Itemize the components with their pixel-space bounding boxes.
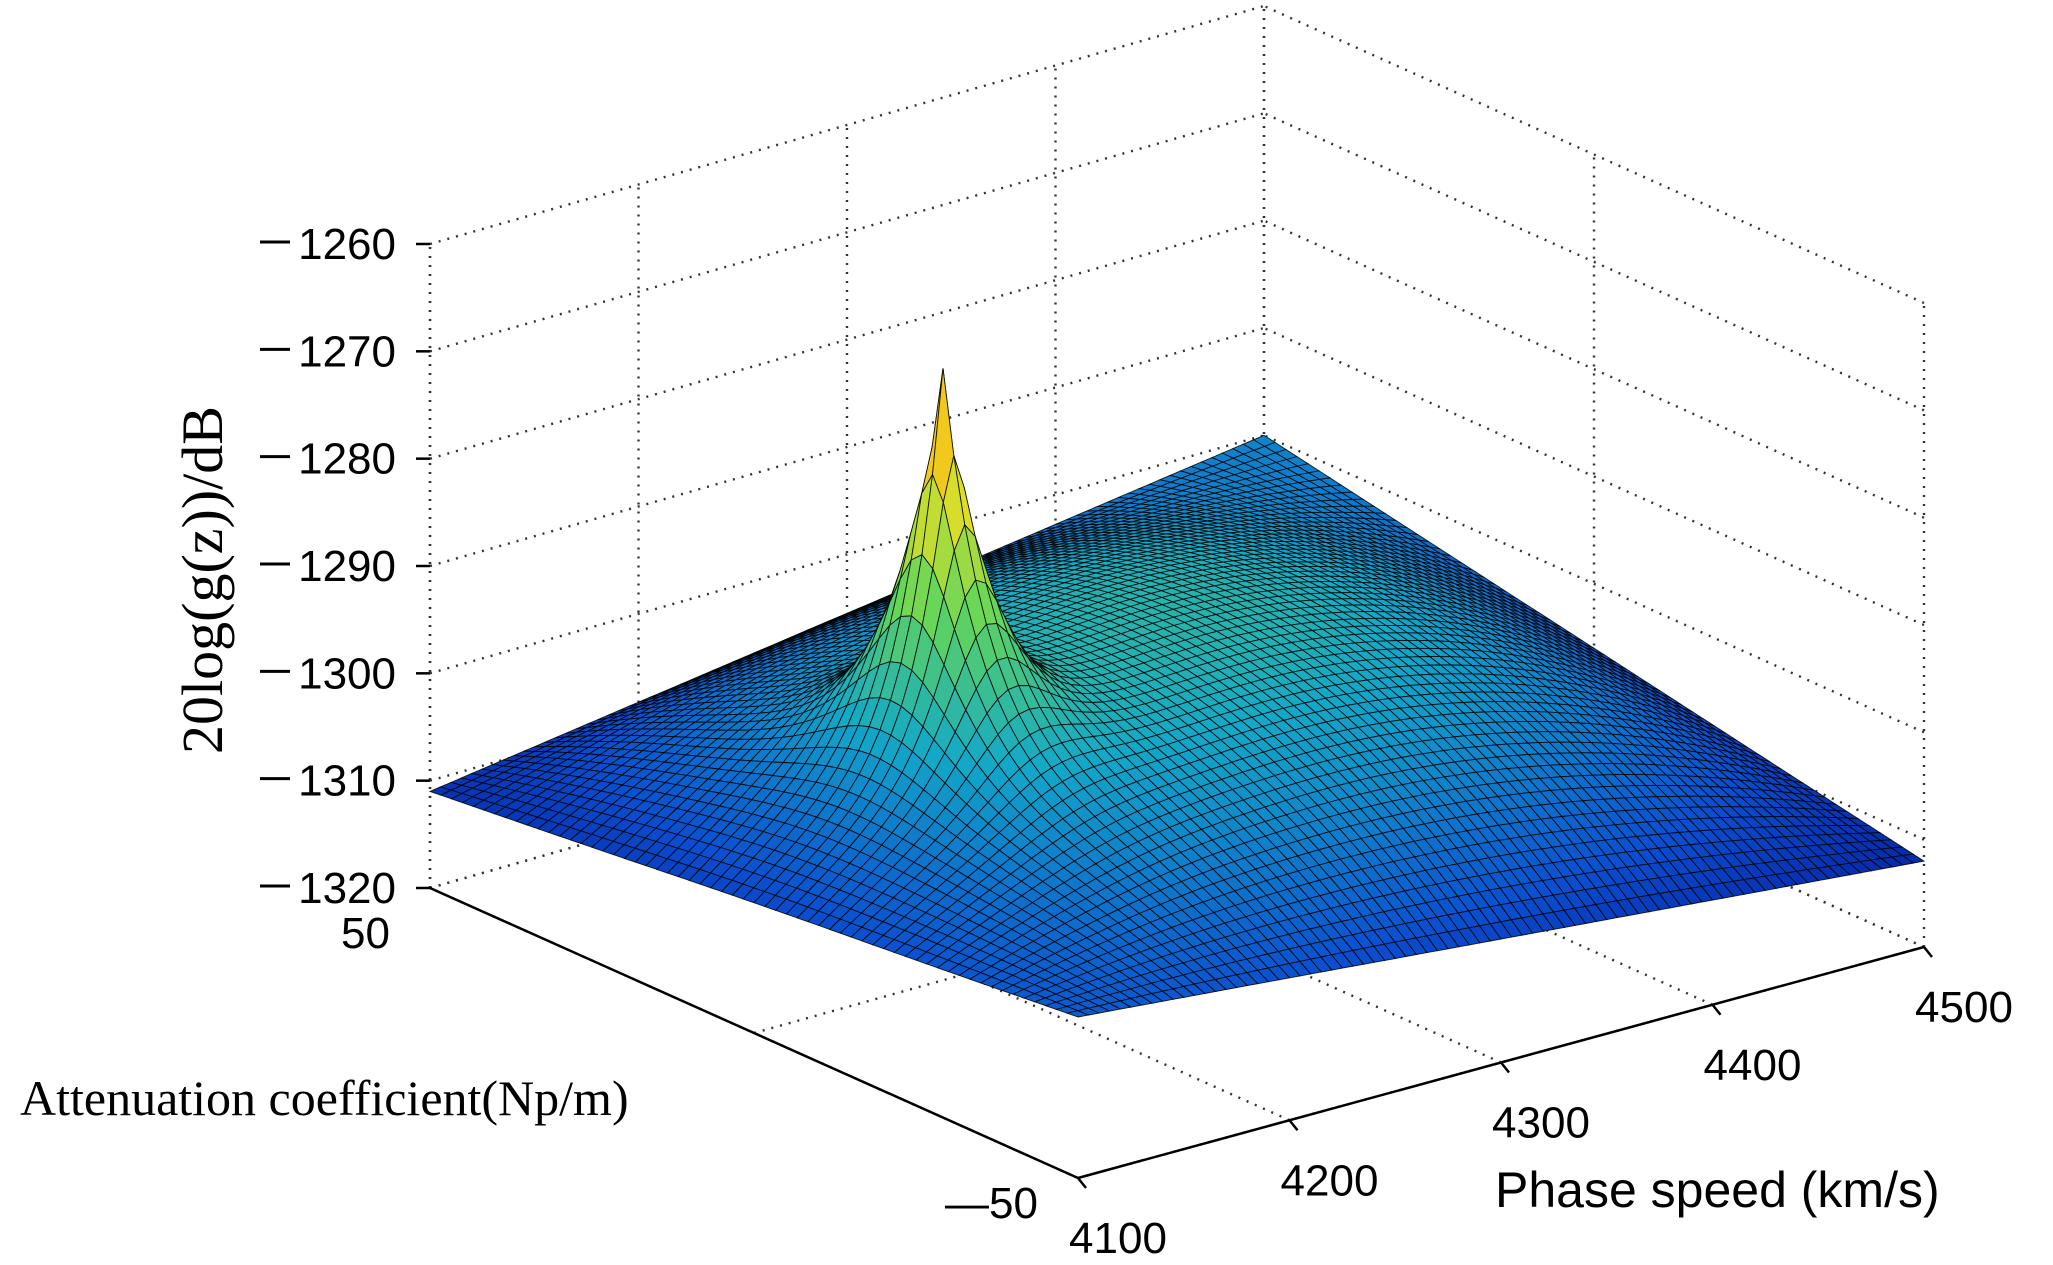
x-tick-label: 4500 (1915, 983, 2013, 1032)
y-tick-label: —50 (945, 1179, 1038, 1228)
grid-line (1263, 4, 1925, 305)
x-tick-label: 4200 (1281, 1156, 1379, 1205)
x-tick-mark (1500, 1061, 1510, 1074)
surface-mesh (428, 368, 1926, 1018)
grid-line (1263, 326, 1925, 627)
x-tick-mark (1711, 1003, 1722, 1016)
x-tick-mark (1077, 1177, 1087, 1189)
grid-line (1263, 434, 1925, 734)
grid-line (429, 219, 1265, 460)
x-axis-label: Phase speed (km/s) (1495, 1162, 1940, 1218)
z-tick-label: 1270 (298, 327, 396, 376)
x-tick-label: 4400 (1704, 1041, 1802, 1090)
y-axis-line (429, 886, 1079, 1180)
grid-line (429, 112, 1265, 353)
x-tick-label: 4300 (1492, 1099, 1590, 1148)
z-tick-label: 1260 (298, 220, 396, 269)
x-tick-mark (1923, 946, 1933, 958)
z-axis-label: 20log(g(z))/dB (170, 406, 235, 754)
z-tick-label: 1290 (298, 542, 396, 591)
z-tick-label: 1300 (298, 649, 396, 698)
grid-line (429, 4, 1265, 246)
grid-line (1263, 219, 1925, 519)
z-tick-label: 1280 (298, 435, 396, 484)
y-axis-label: Attenuation coefficient(Np/m) (20, 1070, 629, 1126)
y-tick-label: 50 (341, 909, 390, 958)
grid-line (429, 434, 1265, 675)
grid-line (429, 326, 1265, 568)
x-tick-mark (1288, 1119, 1299, 1132)
z-tick-label: 1310 (298, 757, 396, 806)
x-tick-label: 4100 (1069, 1214, 1167, 1263)
grid-line (753, 797, 1595, 1035)
grid-line (1263, 112, 1925, 412)
z-tick-label: 1320 (298, 864, 396, 913)
surface-patch (1065, 1010, 1091, 1018)
